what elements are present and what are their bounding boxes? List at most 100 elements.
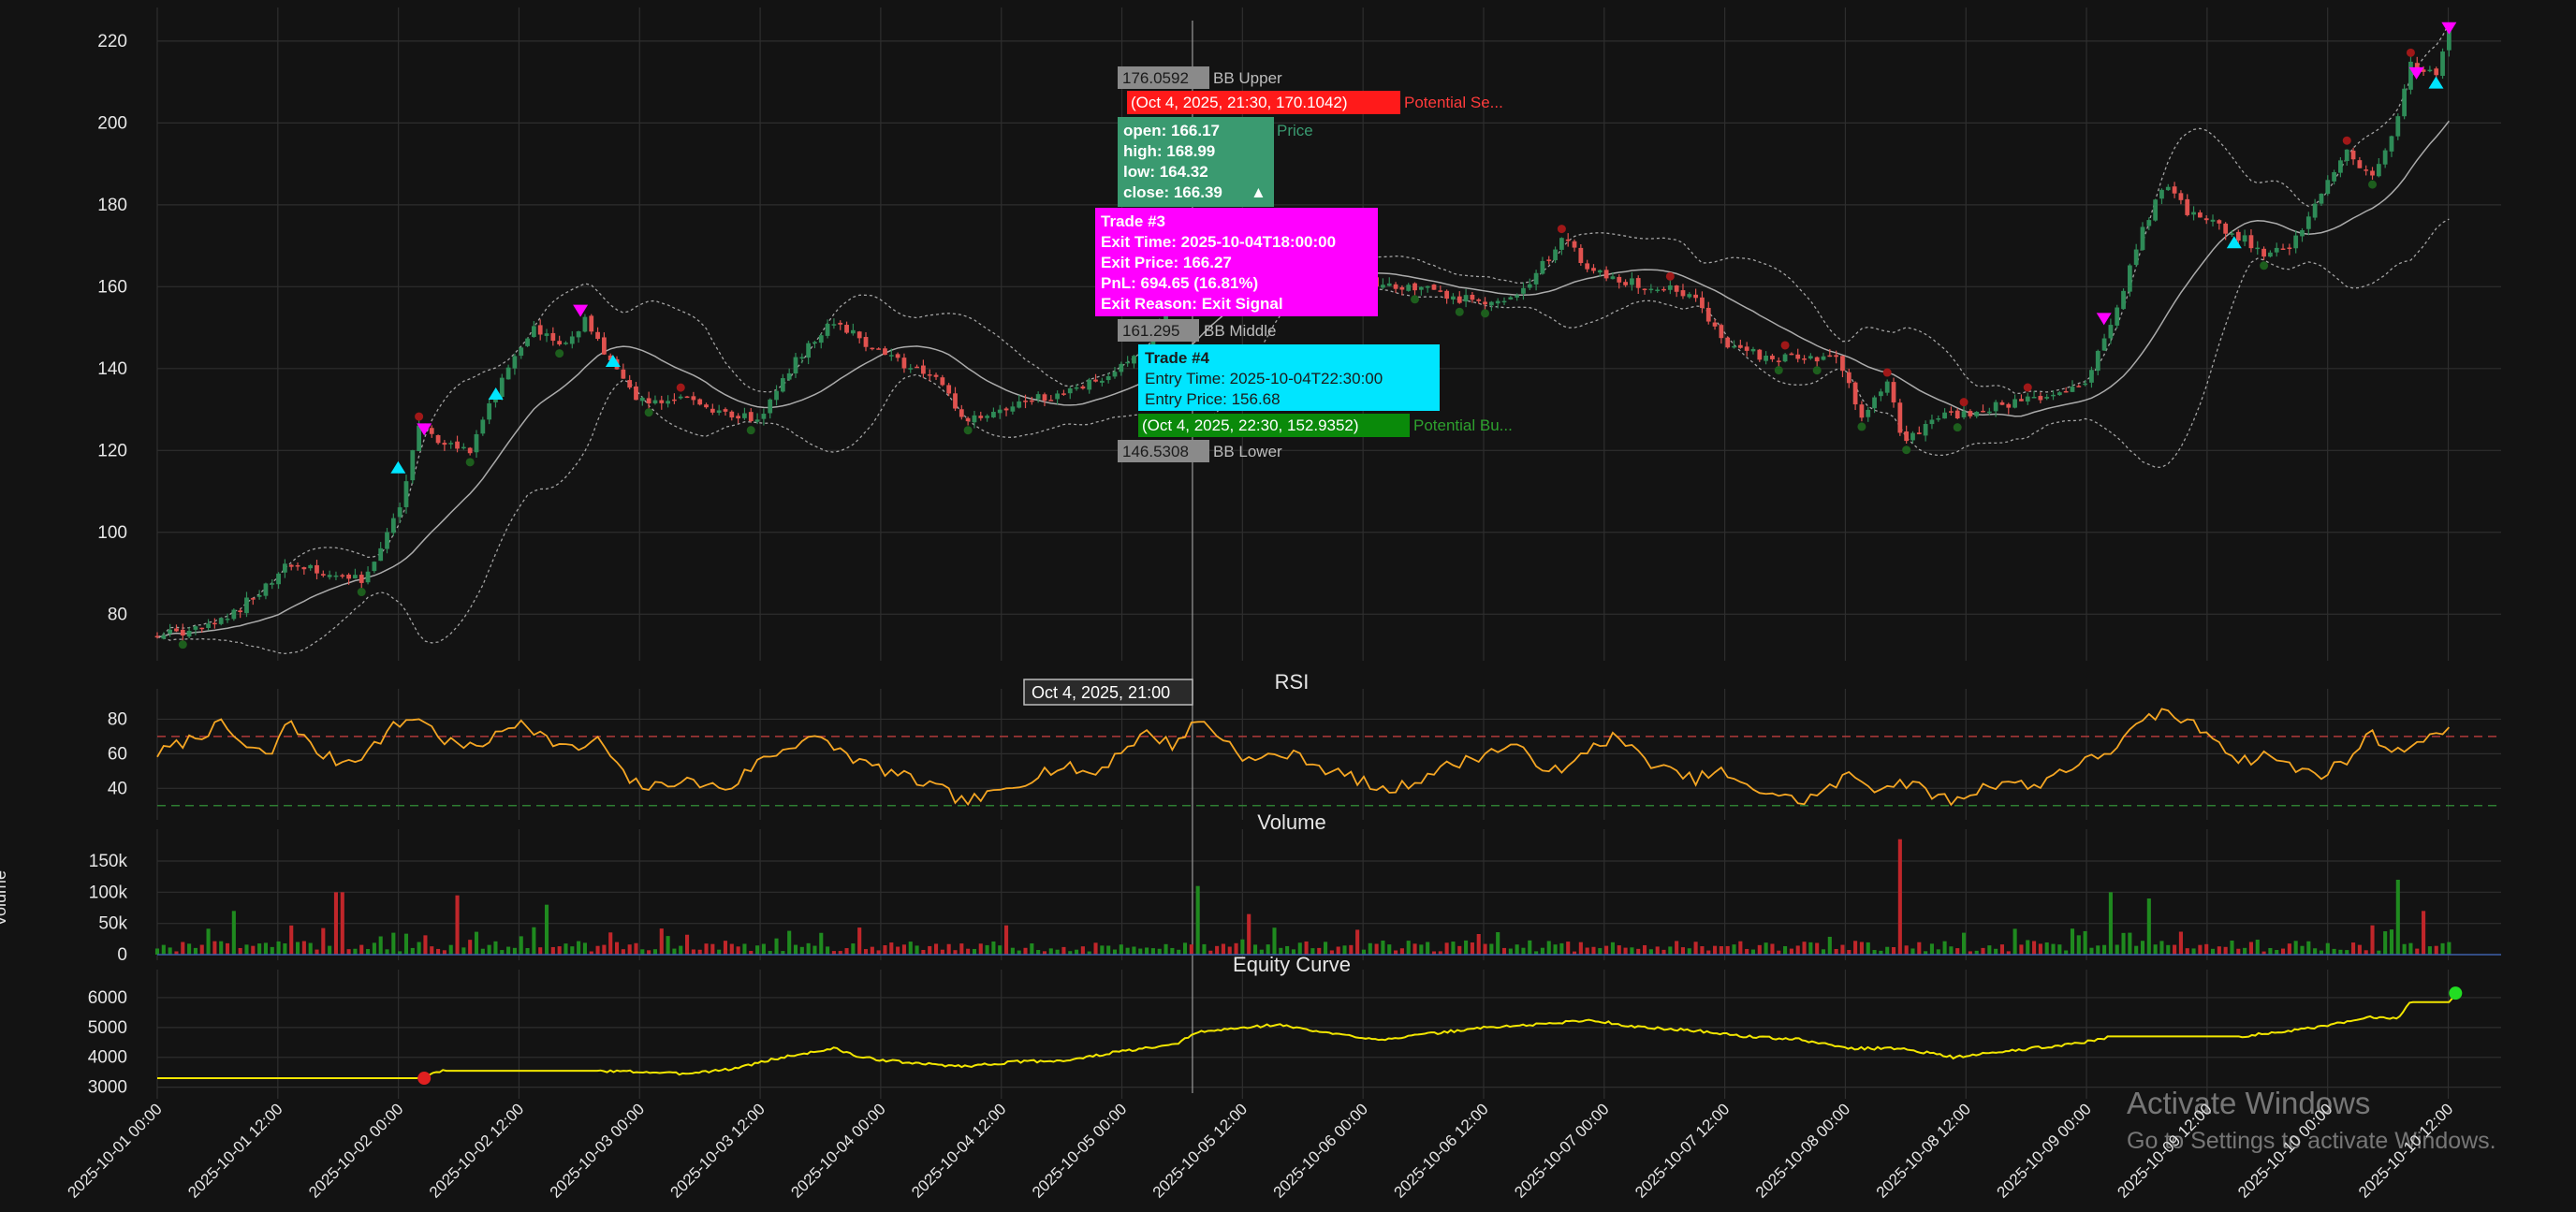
volume-bar xyxy=(640,949,645,955)
candle-body xyxy=(2038,396,2043,401)
volume-bar xyxy=(206,928,211,955)
sell-point-value: (Oct 4, 2025, 21:30, 170.1042) xyxy=(1131,94,1348,111)
pivot-low-dot xyxy=(2368,180,2378,189)
volume-bar xyxy=(2408,942,2413,955)
volume-bar xyxy=(1942,941,1947,955)
volume-bar xyxy=(1866,942,1870,955)
candle-body xyxy=(2140,226,2145,251)
trade-3-tooltip xyxy=(1095,208,1378,316)
volume-bar xyxy=(1068,951,1073,955)
volume-bar xyxy=(1464,940,1469,955)
candle-body xyxy=(2083,383,2088,386)
candle-body xyxy=(754,419,760,422)
volume-bar xyxy=(933,943,939,955)
candle-body xyxy=(582,316,588,332)
volume-bar xyxy=(2370,925,2375,955)
x-tick-label: 2025-10-01 12:00 xyxy=(184,1100,285,1201)
candle-body xyxy=(2287,247,2292,250)
volume-bar xyxy=(844,948,849,955)
volume-bar xyxy=(1272,927,1277,955)
volume-bar xyxy=(1783,945,1788,955)
volume-bar xyxy=(717,949,722,955)
candle-body xyxy=(1719,325,1724,339)
volume-bar xyxy=(2083,930,2087,955)
volume-bar xyxy=(1215,945,1220,955)
volume-bar xyxy=(1789,948,1793,955)
candle-body xyxy=(2235,231,2241,241)
pivot-high-dot xyxy=(415,412,424,421)
volume-bar xyxy=(691,949,695,955)
candle-body xyxy=(1635,278,1641,288)
volume-bar xyxy=(1617,945,1621,955)
volume-bar xyxy=(1438,951,1442,955)
candle-body xyxy=(1412,283,1417,291)
volume-bar xyxy=(2447,942,2452,955)
candle-body xyxy=(315,564,319,574)
volume-bar xyxy=(2268,948,2273,955)
pivot-low-dot xyxy=(1455,307,1464,316)
candle-body xyxy=(301,567,307,570)
candle-body xyxy=(793,357,798,373)
volume-bar xyxy=(1412,943,1417,955)
volume-bar xyxy=(2026,940,2030,955)
volume-bar xyxy=(391,932,396,955)
candle-body xyxy=(2364,169,2369,171)
pivot-low-dot xyxy=(555,349,564,358)
volume-bar xyxy=(883,944,887,955)
volume-bar xyxy=(219,941,224,955)
candle-body xyxy=(2357,160,2363,168)
trade-4-tooltip xyxy=(1138,344,1440,411)
volume-bar xyxy=(1061,946,1066,955)
volume-bar xyxy=(1680,947,1686,955)
volume-bar xyxy=(1010,947,1015,955)
volume-bar xyxy=(2051,943,2056,955)
x-tick-label: 2025-10-03 12:00 xyxy=(667,1100,768,1201)
candle-body xyxy=(550,332,556,342)
volume-bar xyxy=(1075,949,1079,955)
volume-bar xyxy=(1840,944,1845,955)
volume-bar xyxy=(1879,950,1883,955)
candle-body xyxy=(499,377,505,398)
volume-bar xyxy=(1668,946,1673,955)
candle-body xyxy=(901,358,907,369)
volume-bar xyxy=(1483,943,1487,955)
candle-body xyxy=(1451,296,1456,300)
bb-lower-tag xyxy=(1118,440,1209,462)
candle-body xyxy=(2133,249,2139,265)
candle-body xyxy=(1846,372,1852,384)
bb-middle-value: 161.295 xyxy=(1122,322,1179,340)
volume-bar xyxy=(908,942,913,955)
candle-body xyxy=(1546,259,1552,261)
candle-body xyxy=(1630,278,1634,285)
x-tick-label: 2025-10-06 12:00 xyxy=(1390,1100,1491,1201)
volume-bar xyxy=(921,949,926,955)
volume-bar xyxy=(1093,942,1098,955)
candle-body xyxy=(2153,199,2159,221)
candle-body xyxy=(1859,404,1865,418)
candle-body xyxy=(940,377,945,386)
volume-bar xyxy=(863,949,869,955)
candle-body xyxy=(161,635,167,639)
volume-bar xyxy=(423,935,428,955)
candle-body xyxy=(2268,252,2273,257)
volume-bar xyxy=(799,946,804,955)
candle-body xyxy=(678,396,683,399)
volume-bar xyxy=(1297,942,1302,955)
candle-body xyxy=(2095,350,2100,372)
volume-bar xyxy=(410,947,415,955)
candle-body xyxy=(1112,372,1118,377)
candle-body xyxy=(333,575,339,577)
volume-bar xyxy=(448,944,453,955)
candle-body xyxy=(359,575,364,583)
candle-body xyxy=(2210,219,2216,222)
volume-bar xyxy=(998,945,1003,955)
ohlc-up-arrow-icon: ▲ xyxy=(1251,183,1266,201)
volume-bar xyxy=(1585,947,1589,955)
candle-body xyxy=(1705,307,1711,322)
candle-body xyxy=(1852,382,1858,405)
candle-body xyxy=(946,385,952,394)
volume-bar xyxy=(685,934,690,955)
candle-body xyxy=(1929,419,1935,425)
volume-bar xyxy=(2044,942,2049,955)
volume-bar xyxy=(557,946,562,955)
